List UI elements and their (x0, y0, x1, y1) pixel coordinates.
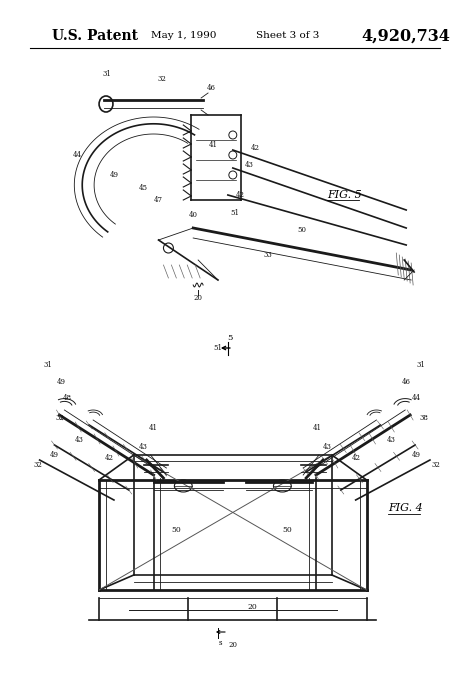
Text: 44: 44 (73, 151, 82, 159)
Text: 38: 38 (419, 414, 428, 422)
Text: FIG. 5: FIG. 5 (327, 190, 362, 200)
Text: 51: 51 (230, 209, 239, 217)
Text: 43: 43 (75, 436, 84, 444)
Text: 31: 31 (43, 361, 52, 369)
Text: 51: 51 (213, 344, 222, 352)
Text: 46: 46 (401, 378, 410, 386)
Text: s: s (218, 639, 222, 647)
Text: 5: 5 (227, 334, 233, 342)
Text: 32: 32 (431, 461, 440, 469)
Text: 43: 43 (387, 436, 396, 444)
Text: 33: 33 (263, 251, 272, 259)
Text: 41: 41 (209, 141, 218, 149)
Text: 43: 43 (322, 443, 331, 451)
Text: 42: 42 (352, 454, 361, 462)
Text: 31: 31 (102, 70, 111, 78)
Text: 20: 20 (248, 603, 257, 611)
Text: 32: 32 (157, 75, 166, 83)
Text: May 1, 1990: May 1, 1990 (151, 31, 216, 40)
Text: 47: 47 (154, 196, 163, 204)
Text: 50: 50 (298, 226, 307, 234)
Text: 49: 49 (109, 171, 118, 179)
Text: 49: 49 (50, 451, 59, 459)
Text: 42: 42 (235, 191, 244, 199)
Text: Sheet 3 of 3: Sheet 3 of 3 (255, 31, 319, 40)
Text: FIG. 4: FIG. 4 (388, 503, 423, 513)
Text: 20: 20 (228, 641, 237, 649)
Text: 41: 41 (312, 424, 321, 432)
Text: 43: 43 (245, 161, 254, 169)
Text: 32: 32 (33, 461, 42, 469)
Text: 42: 42 (251, 144, 260, 152)
Text: 32: 32 (55, 414, 64, 422)
Text: 50: 50 (172, 526, 181, 534)
Text: 45: 45 (139, 184, 148, 192)
Text: 4,920,734: 4,920,734 (362, 28, 450, 45)
Text: 40: 40 (189, 211, 198, 219)
Text: 42: 42 (104, 454, 113, 462)
Text: 49: 49 (57, 378, 66, 386)
Text: 49: 49 (411, 451, 420, 459)
Text: 50: 50 (283, 526, 292, 534)
Text: 44: 44 (411, 394, 420, 402)
Text: 46: 46 (207, 84, 216, 92)
Text: 48: 48 (63, 394, 72, 402)
Text: 41: 41 (149, 424, 158, 432)
Text: 20: 20 (194, 294, 203, 302)
Text: 43: 43 (139, 443, 148, 451)
Text: 31: 31 (417, 361, 426, 369)
Text: U.S. Patent: U.S. Patent (52, 29, 137, 43)
